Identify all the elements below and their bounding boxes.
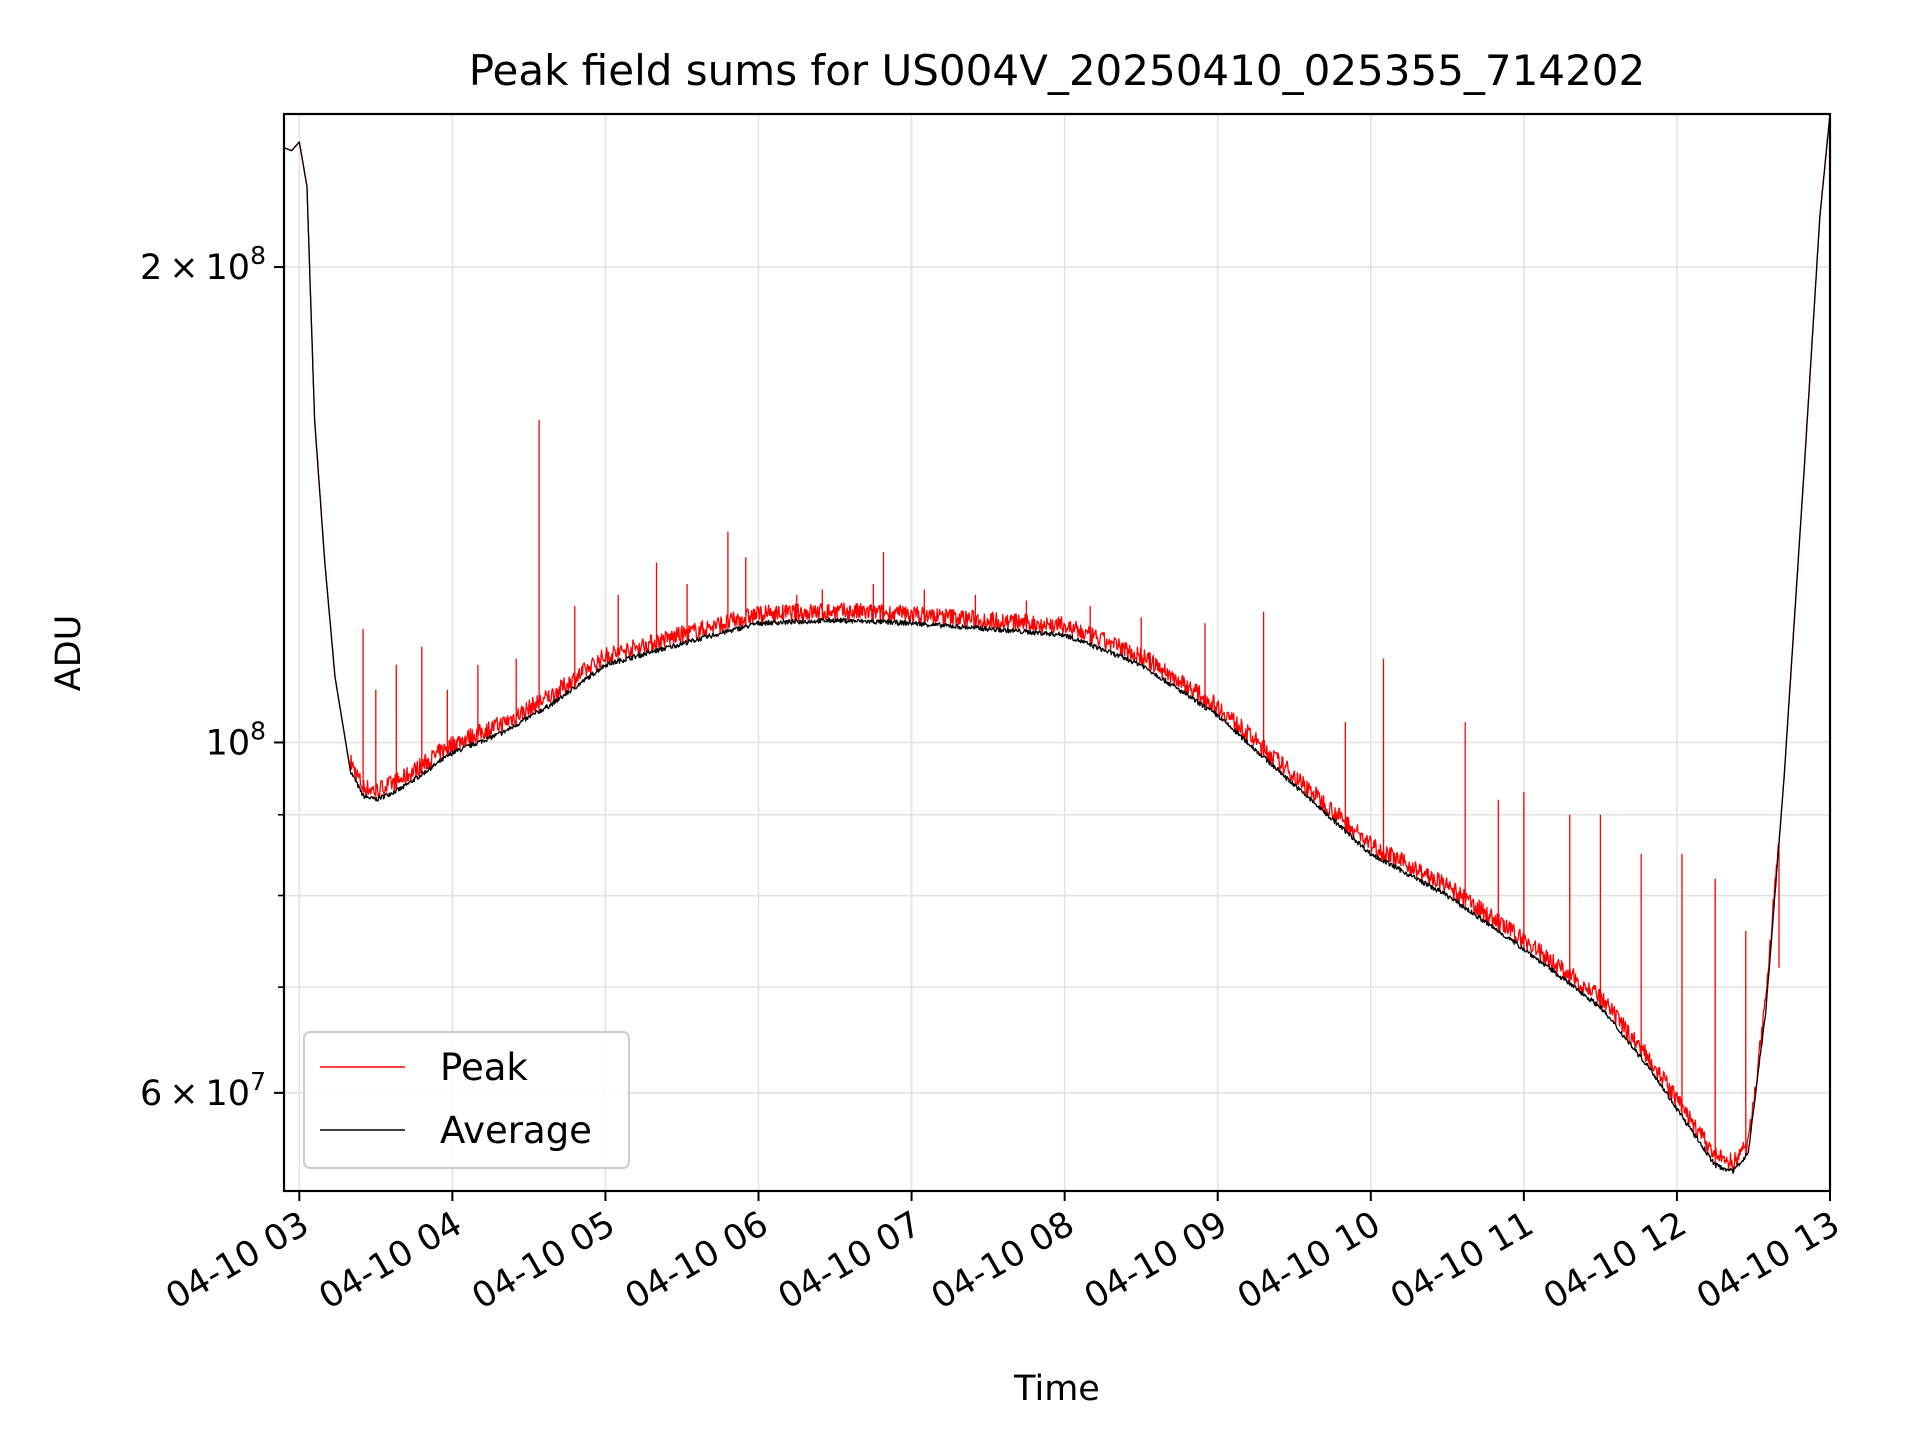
legend-box [303,1031,630,1169]
series-layer [284,114,1830,1174]
plot-frame [282,112,1832,1193]
y-tick-label: 108 [206,716,266,763]
y-axis-label: ADU [49,615,89,692]
x-axis-label: Time [1013,1369,1100,1409]
y-axis: 6 × 107 108 2 × 108 [140,241,284,1114]
y-tick-label: 2 × 108 [140,241,266,288]
legend: Peak Average [303,1031,630,1169]
series-line-average [284,114,1830,1174]
y-tick-label: 6 × 107 [140,1067,266,1114]
legend-label-average: Average [440,1109,592,1152]
legend-label-peak: Peak [440,1046,528,1089]
series-line-peak [284,114,1830,1172]
chart-title: Peak field sums for US004V_20250410_0253… [469,46,1646,95]
